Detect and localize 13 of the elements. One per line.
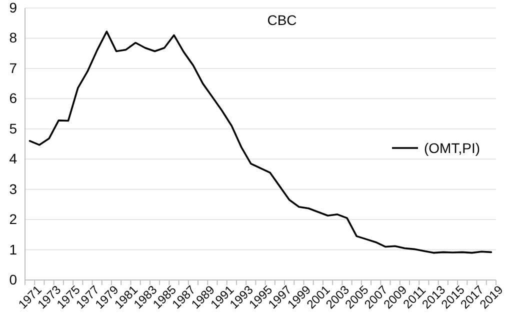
y-tick-label: 6 — [9, 90, 18, 106]
y-tick-label: 2 — [9, 211, 18, 228]
y-tick-label: 8 — [9, 30, 18, 46]
y-tick-label: 0 — [9, 271, 18, 288]
chart-title: CBC — [267, 12, 297, 28]
line-series — [28, 30, 492, 254]
y-tick-label: 7 — [9, 60, 18, 76]
y-tick-label: 5 — [9, 120, 18, 136]
y-tick-label: 1 — [9, 241, 18, 258]
y-tick-label: 3 — [9, 180, 18, 197]
legend-label: (OMT,PI) — [424, 140, 480, 156]
y-tick-label: 4 — [9, 150, 18, 167]
y-tick-label: 9 — [9, 0, 18, 16]
